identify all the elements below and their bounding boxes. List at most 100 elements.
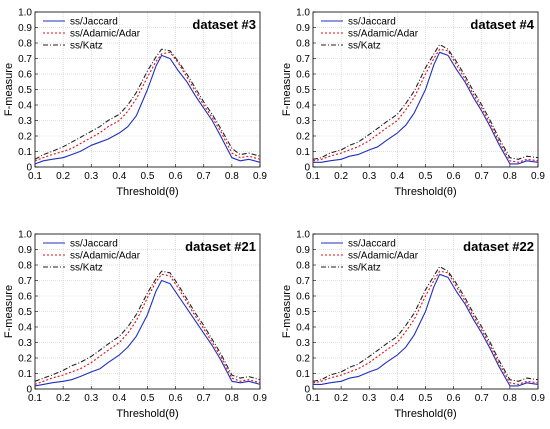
series-line-3 xyxy=(34,48,261,160)
y-tick-label: 0 xyxy=(304,385,310,396)
x-axis-label: Threshold(θ) xyxy=(394,408,456,420)
y-tick-label: 0.3 xyxy=(296,116,310,127)
x-tick-label: 0.6 xyxy=(169,171,183,182)
x-tick-label: 0.8 xyxy=(503,171,517,182)
y-axis-label: F-measure xyxy=(281,285,293,338)
y-tick-label: 0.5 xyxy=(18,307,32,318)
series-line-1 xyxy=(313,273,539,387)
series-line-3 xyxy=(34,270,261,382)
y-tick-label: 0.1 xyxy=(18,147,32,158)
x-tick-label: 0.6 xyxy=(169,393,183,404)
y-tick-label: 0.8 xyxy=(296,261,310,272)
y-tick-label: 1.0 xyxy=(296,8,310,19)
x-tick-label: 0.3 xyxy=(362,171,376,182)
y-tick-label: 0.3 xyxy=(18,116,32,127)
legend-label-3: ss/Katz xyxy=(70,263,103,274)
y-tick-label: 0.6 xyxy=(18,292,32,303)
x-tick-label: 0.2 xyxy=(334,393,348,404)
y-tick-label: 0.7 xyxy=(296,54,310,65)
x-tick-label: 0.5 xyxy=(419,393,433,404)
y-tick-label: 0 xyxy=(26,385,32,396)
series-line-3 xyxy=(312,266,539,382)
x-tick-label: 0.7 xyxy=(475,171,489,182)
legend-label-3: ss/Katz xyxy=(348,41,381,52)
x-axis-label: Threshold(θ) xyxy=(116,186,178,198)
x-tick-label: 0.7 xyxy=(197,171,211,182)
y-tick-label: 0.2 xyxy=(18,132,32,143)
x-tick-label: 0.7 xyxy=(475,393,489,404)
x-tick-label: 0.5 xyxy=(141,171,155,182)
legend-label-1: ss/Jaccard xyxy=(70,17,118,28)
series-line-1 xyxy=(313,51,539,165)
chart-panel-3: 0.1 0.2 0.3 0.4 0.5 0.6 0.7 0.8 0.900.10.20.30.4… xyxy=(3,230,267,421)
y-tick-label: 0.6 xyxy=(296,70,310,81)
x-tick-label: 0.2 xyxy=(56,393,70,404)
x-axis-label: Threshold(θ) xyxy=(394,186,456,198)
x-tick-label: 0.8 xyxy=(225,393,239,404)
legend-label-1: ss/Jaccard xyxy=(348,239,396,250)
x-tick-label: 0.4 xyxy=(390,393,404,404)
y-tick-label: 0.7 xyxy=(18,54,32,65)
x-axis-label: Threshold(θ) xyxy=(116,408,178,420)
x-tick-label: 0.2 xyxy=(56,171,70,182)
series-line-1 xyxy=(34,54,261,165)
y-axis-label: F-measure xyxy=(281,63,293,116)
legend-label-2: ss/Adamic/Adar xyxy=(348,251,419,262)
x-tick-label: 0.5 xyxy=(419,171,433,182)
x-tick-label: 0.1 xyxy=(28,171,42,182)
y-tick-label: 0.4 xyxy=(296,323,310,334)
y-tick-label: 0.5 xyxy=(296,307,310,318)
y-axis-label: F-measure xyxy=(3,285,15,338)
x-tick-label: 0.3 xyxy=(84,171,98,182)
series-line-3 xyxy=(312,43,539,160)
x-tick-label: 0.3 xyxy=(362,393,376,404)
y-tick-label: 1.0 xyxy=(18,230,32,241)
y-tick-label: 0.1 xyxy=(18,369,32,380)
x-tick-label: 0.9 xyxy=(531,171,545,182)
series-line-2 xyxy=(34,51,261,162)
chart-title: dataset #4 xyxy=(470,17,534,32)
legend-label-2: ss/Adamic/Adar xyxy=(70,251,141,262)
x-tick-label: 0.1 xyxy=(306,171,320,182)
y-tick-label: 0.3 xyxy=(18,338,32,349)
y-tick-label: 1.0 xyxy=(296,230,310,241)
x-tick-label: 0.4 xyxy=(112,171,126,182)
y-tick-label: 0 xyxy=(304,163,310,174)
y-tick-label: 0.2 xyxy=(18,354,32,365)
chart-panel-4: 0.1 0.2 0.3 0.4 0.5 0.6 0.7 0.8 0.900.10.20.30.4… xyxy=(281,230,545,421)
legend-label-2: ss/Adamic/Adar xyxy=(348,29,419,40)
legend-label-1: ss/Jaccard xyxy=(348,17,396,28)
y-tick-label: 0.9 xyxy=(296,23,310,34)
x-tick-label: 0.4 xyxy=(112,393,126,404)
y-tick-label: 0.7 xyxy=(18,276,32,287)
y-tick-label: 0 xyxy=(26,163,32,174)
x-tick-label: 0.6 xyxy=(447,393,461,404)
y-tick-label: 0.9 xyxy=(296,245,310,256)
y-tick-label: 0.3 xyxy=(296,338,310,349)
y-tick-label: 0.8 xyxy=(18,39,32,50)
legend-label-1: ss/Jaccard xyxy=(70,239,118,250)
x-tick-label: 0.6 xyxy=(447,171,461,182)
y-tick-label: 0.5 xyxy=(18,85,32,96)
y-tick-label: 0.1 xyxy=(296,369,310,380)
y-tick-label: 0.6 xyxy=(18,70,32,81)
x-tick-label: 0.8 xyxy=(503,393,517,404)
x-tick-label: 0.4 xyxy=(390,171,404,182)
y-tick-label: 0.8 xyxy=(296,39,310,50)
x-tick-label: 0.5 xyxy=(141,393,155,404)
legend-label-2: ss/Adamic/Adar xyxy=(70,29,141,40)
x-tick-label: 0.1 xyxy=(28,393,42,404)
y-tick-label: 0.7 xyxy=(296,276,310,287)
y-axis-label: F-measure xyxy=(3,63,15,116)
x-tick-label: 0.9 xyxy=(253,171,267,182)
y-tick-label: 0.6 xyxy=(296,292,310,303)
chart-title: dataset #3 xyxy=(192,17,256,32)
y-tick-label: 0.9 xyxy=(18,245,32,256)
legend-label-3: ss/Katz xyxy=(348,263,381,274)
series-line-2 xyxy=(34,273,261,385)
y-tick-label: 0.4 xyxy=(18,323,32,334)
legend-label-3: ss/Katz xyxy=(70,41,103,52)
y-tick-label: 0.9 xyxy=(18,23,32,34)
y-tick-label: 0.1 xyxy=(296,147,310,158)
